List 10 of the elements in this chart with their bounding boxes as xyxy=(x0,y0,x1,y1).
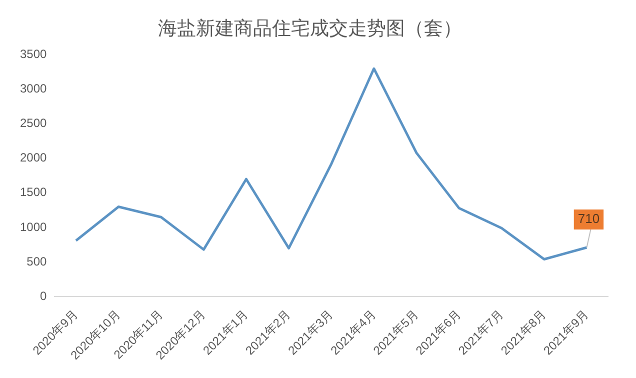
y-tick-label: 2000 xyxy=(20,150,48,165)
y-tick-label: 3000 xyxy=(20,82,48,96)
y-tick-label: 0 xyxy=(40,288,48,303)
y-tick-label: 2500 xyxy=(20,116,48,130)
y-tick-label: 1000 xyxy=(20,220,48,234)
y-tick-label: 3500 xyxy=(20,47,48,62)
data-label: 710 xyxy=(578,211,600,226)
chart-title: 海盐新建商品住宅成交走势图（套） xyxy=(158,18,462,40)
y-tick-label: 500 xyxy=(26,254,48,268)
y-tick-label: 1500 xyxy=(20,185,48,200)
